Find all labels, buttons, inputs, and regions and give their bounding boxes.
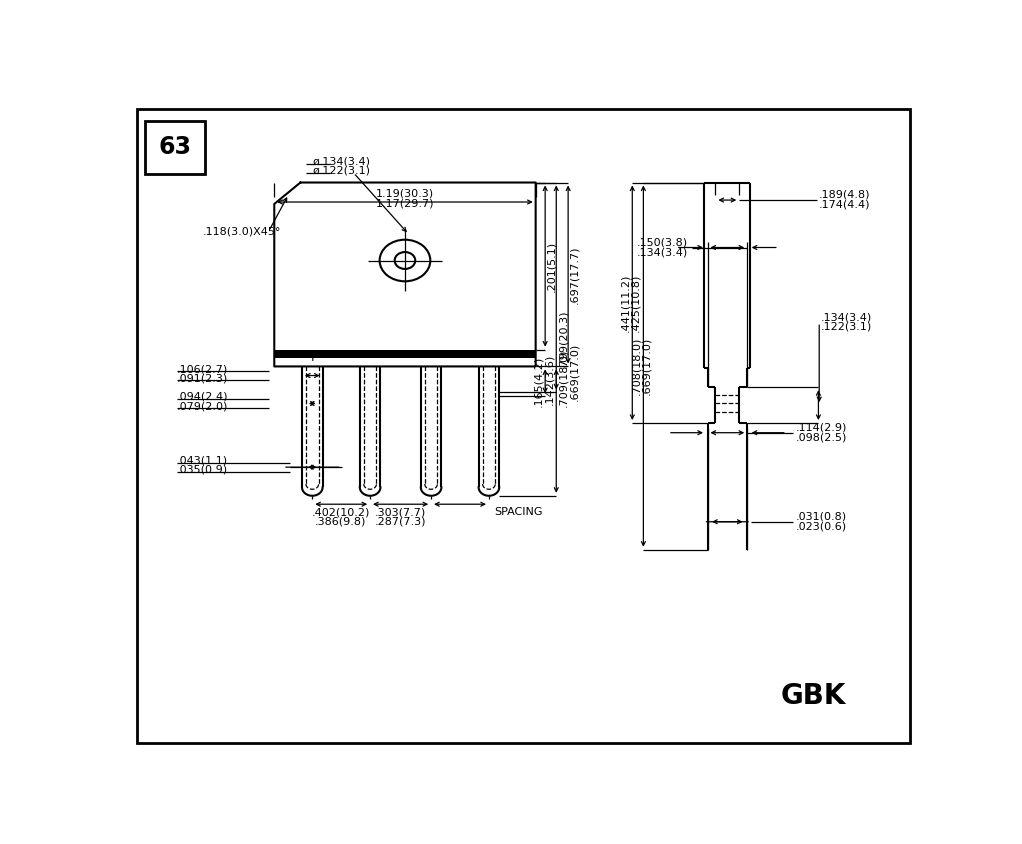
Text: .134(3.4): .134(3.4) [637, 247, 688, 257]
Text: 1.19(30.3): 1.19(30.3) [376, 188, 434, 198]
Text: .799(20.3): .799(20.3) [558, 310, 568, 368]
Text: .709(18.0): .709(18.0) [558, 349, 568, 408]
Text: .035(0.9): .035(0.9) [177, 465, 228, 475]
Text: .441(11.2): .441(11.2) [620, 273, 630, 332]
Text: .165(4.2): .165(4.2) [533, 355, 544, 407]
Text: .094(2.4): .094(2.4) [177, 392, 228, 402]
Text: ~: ~ [425, 349, 437, 364]
Text: .708(18.0): .708(18.0) [631, 337, 641, 395]
Text: .043(1.1): .043(1.1) [177, 456, 228, 466]
Text: .189(4.8): .189(4.8) [820, 190, 871, 200]
Text: .697(17.7): .697(17.7) [569, 246, 579, 304]
Text: .669(17.0): .669(17.0) [569, 343, 579, 401]
Text: .402(10.2): .402(10.2) [312, 507, 370, 517]
Text: ø.134(3.4): ø.134(3.4) [313, 156, 371, 166]
Text: .174(4.4): .174(4.4) [820, 200, 871, 209]
Text: .118(3.0)X45°: .118(3.0)X45° [203, 226, 281, 236]
Text: .098(2.5): .098(2.5) [795, 432, 847, 442]
Text: 1.17(29.7): 1.17(29.7) [376, 198, 434, 208]
Text: .386(9.8): .386(9.8) [315, 516, 367, 526]
Text: +: + [307, 349, 318, 364]
Text: .134(3.4): .134(3.4) [821, 312, 872, 322]
Text: .079(2.0): .079(2.0) [177, 401, 228, 411]
Text: SPACING: SPACING [495, 507, 543, 517]
Text: ø.122(3.1): ø.122(3.1) [313, 165, 371, 176]
Text: GBK: GBK [780, 682, 845, 710]
Text: .150(3.8): .150(3.8) [637, 237, 688, 247]
Text: −: − [483, 349, 495, 364]
Text: .023(0.6): .023(0.6) [795, 522, 846, 532]
Text: .287(7.3): .287(7.3) [374, 516, 426, 526]
Text: .106(2.7): .106(2.7) [177, 364, 228, 374]
Text: .114(2.9): .114(2.9) [795, 423, 847, 432]
Text: 63: 63 [158, 135, 191, 160]
Bar [145, 121, 204, 174]
Text: .425(10.8): .425(10.8) [631, 273, 640, 332]
Text: .201(5.1): .201(5.1) [547, 241, 557, 291]
Text: ~: ~ [364, 349, 376, 364]
Text: .303(7.7): .303(7.7) [375, 507, 426, 517]
Text: .091(2.3): .091(2.3) [177, 373, 228, 383]
Text: .669(17.0): .669(17.0) [641, 337, 651, 395]
Text: .122(3.1): .122(3.1) [821, 322, 872, 332]
Text: .031(0.8): .031(0.8) [795, 511, 846, 522]
Bar [274, 349, 536, 358]
Text: .142(3.6): .142(3.6) [545, 354, 555, 405]
